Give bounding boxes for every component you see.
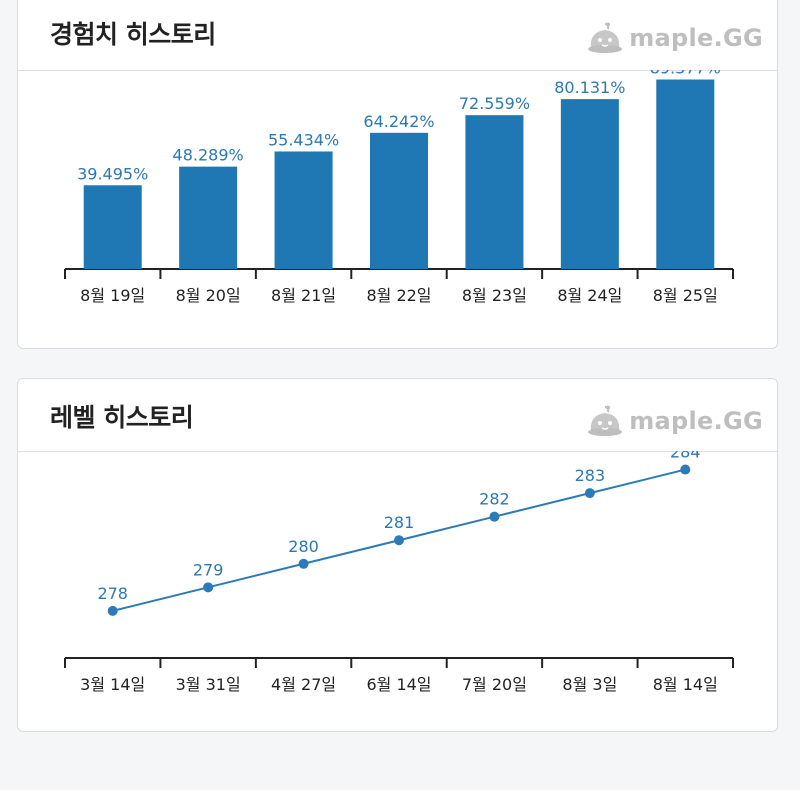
data-point [680,464,691,475]
data-label: 48.289% [173,146,244,165]
x-tick-label: 6월 14일 [366,675,431,694]
x-tick-label: 8월 3일 [562,675,617,694]
data-label: 280 [288,537,319,556]
bar [274,151,333,269]
brand-text: maple.GG [629,407,763,435]
bar [656,79,715,270]
data-point [584,488,595,499]
mushroom-mascot-icon [588,405,623,436]
data-point [107,605,118,616]
exp-card-header: 경험치 히스토리 maple.GG [18,0,777,71]
data-label: 279 [193,560,224,579]
bar [465,115,524,269]
level-history-card: 레벨 히스토리 maple.GG 278 3월 14일 279 3월 31일 280 4월… [17,378,778,732]
x-tick-label: 8월 21일 [271,286,336,305]
brand-text: maple.GG [629,24,763,52]
x-tick-label: 8월 25일 [653,286,718,305]
data-label: 39.495% [77,164,148,183]
x-tick-label: 8월 24일 [557,286,622,305]
bar [560,99,619,269]
bar [83,185,142,269]
data-point [203,582,214,593]
mushroom-mascot-icon [588,22,623,53]
data-label: 80.131% [554,78,625,97]
exp-card-title: 경험치 히스토리 [50,20,216,49]
data-label: 55.434% [268,130,339,149]
data-label: 284 [670,451,701,462]
data-label: 278 [97,584,128,603]
data-label: 64.242% [363,112,434,131]
x-tick-label: 8월 14일 [653,675,718,694]
x-tick-label: 4월 27일 [271,675,336,694]
data-label: 72.559% [459,94,530,113]
exp-history-card: 경험치 히스토리 maple.GG 39.495% 8월 19일 48.289% 8월… [17,0,778,349]
level-card-title: 레벨 히스토리 [50,403,194,432]
x-tick-label: 7월 20일 [462,675,527,694]
x-tick-label: 8월 19일 [80,286,145,305]
level-line-chart: 278 3월 14일 279 3월 31일 280 4월 27일 281 6월 14일 282 7… [64,451,734,694]
data-label: 281 [384,513,415,532]
data-label: 282 [479,490,510,509]
x-tick-label: 8월 20일 [176,286,241,305]
level-card-header: 레벨 히스토리 maple.GG [18,379,777,452]
data-point [394,535,404,546]
bar [179,166,238,269]
x-tick-label: 3월 14일 [80,675,145,694]
data-label: 283 [575,466,606,485]
x-tick-label: 8월 23일 [462,286,527,305]
x-tick-label: 8월 22일 [366,286,431,305]
data-point [298,558,309,569]
data-label: 89.377% [650,70,721,78]
data-point [489,511,500,522]
exp-bar-chart: 39.495% 8월 19일 48.289% 8월 20일 55.434% 8월 21일 6… [64,70,734,305]
brand-logo: maple.GG [585,22,763,54]
brand-logo: maple.GG [585,405,763,437]
x-tick-label: 3월 31일 [176,675,241,694]
bar [370,132,428,269]
